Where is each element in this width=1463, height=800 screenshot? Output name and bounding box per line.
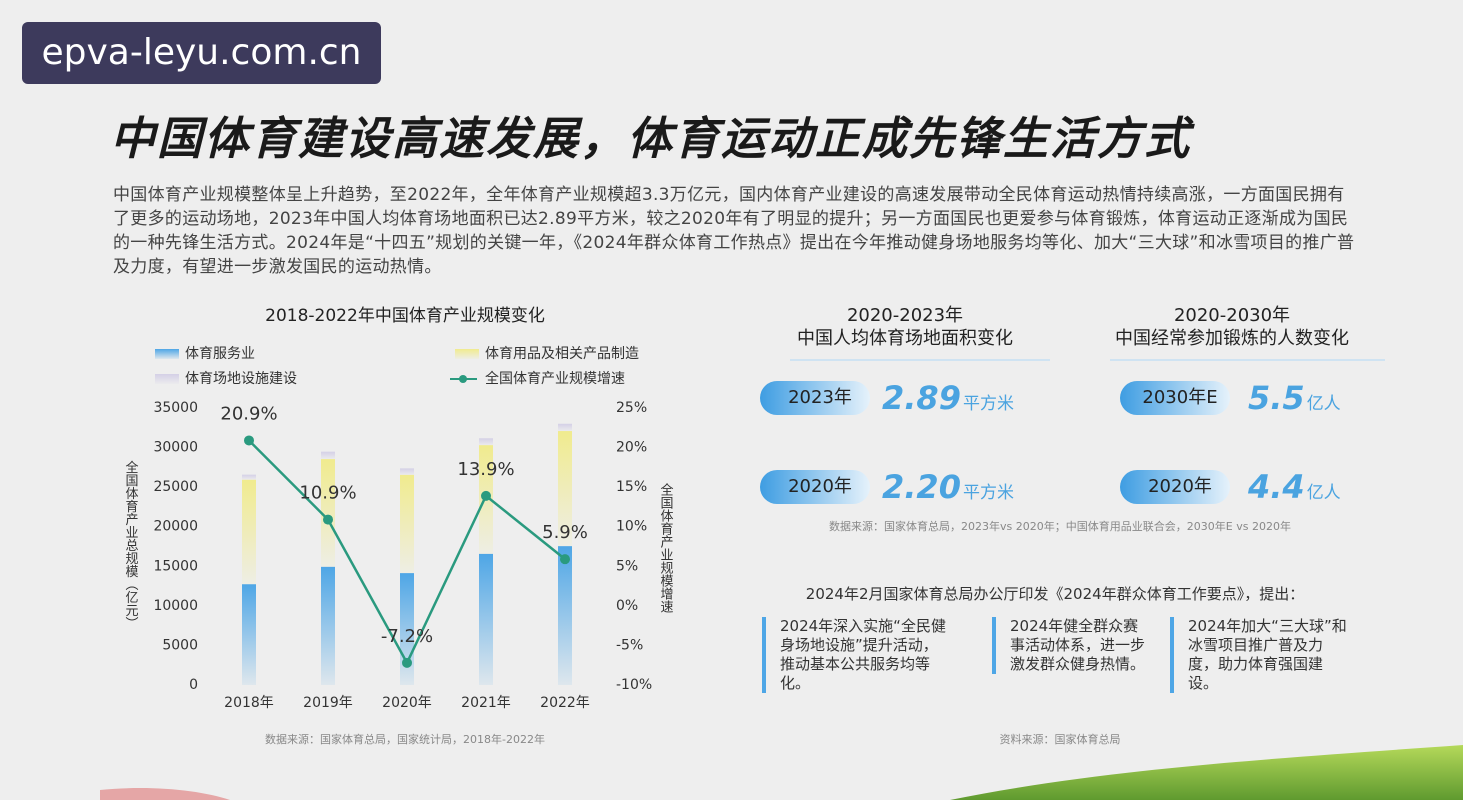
stats-label: 2020年 [788,476,852,497]
bar-segment [242,479,256,585]
stats-subtitle: 中国人均体育场地面积变化 [797,328,1013,349]
data-label: -7.2% [381,626,433,647]
stats-label: 2030年E [1142,387,1217,408]
bar-segment [242,474,256,480]
x-tick-label: 2020年 [382,695,432,711]
y-tick-label: 30000 [153,440,198,456]
corner-decoration [100,788,230,800]
y2-tick-label: -10% [616,677,652,693]
chart: 2018-2022年中国体育产业规模变化 数据来源：国家体育总局，国家统计局，2… [123,306,674,746]
legend-swatch [155,374,179,384]
stats-unit: 平方米 [963,394,1014,414]
bar-segment [558,423,572,432]
legend-swatch [455,349,479,359]
x-tick-label: 2018年 [224,695,274,711]
stats-value: 4.4 [1247,468,1305,506]
y2-tick-label: 10% [616,519,647,535]
stats-value: 2.89 [882,379,961,417]
y-axis-title: 全国体育产业总规模（亿元） [123,460,139,630]
stats-unit: 平方米 [963,483,1014,503]
legend-swatch [459,375,467,383]
legend-label: 体育用品及相关产品制造 [485,346,639,362]
bar-segment [400,468,414,475]
pill [1120,470,1230,504]
data-label: 20.9% [220,403,277,424]
stats-period: 2020-2030年 [1174,305,1290,326]
bar-segment [479,438,493,446]
y-tick-label: 10000 [153,598,198,614]
y2-tick-label: 25% [616,400,647,416]
stats-unit: 亿人 [1307,394,1341,414]
bar-segment [242,584,256,685]
y2-tick-label: 15% [616,479,647,495]
x-tick-label: 2021年 [461,695,511,711]
pill [760,381,870,415]
y-tick-label: 5000 [162,637,198,653]
legend-label: 全国体育产业规模增速 [485,370,625,387]
page-title: 中国体育建设高速发展，体育运动正成先锋生活方式 [110,112,1192,165]
line-point [244,435,254,446]
chart-title: 2018-2022年中国体育产业规模变化 [265,306,545,326]
pill [1120,381,1230,415]
y-tick-label: 15000 [153,558,198,574]
bar-segment [321,459,335,567]
stats-value: 5.5 [1248,379,1305,417]
intro-paragraph: 中国体育产业规模整体呈上升趋势，至2022年，全年体育产业规模超3.3万亿元，国… [113,185,1355,277]
policy-source: 资料来源：国家体育总局 [999,733,1121,746]
stats-label: 2023年 [788,387,852,408]
line-point [560,554,570,565]
data-label: 5.9% [542,522,588,543]
y-tick-label: 0 [189,677,198,693]
line-point [402,657,412,668]
line-point [323,514,333,525]
hill-decoration [950,745,1463,800]
y2-tick-label: 0% [616,598,638,614]
y2-tick-label: 5% [616,558,638,574]
stats-unit: 亿人 [1307,483,1341,503]
x-tick-label: 2019年 [303,695,353,711]
pill [760,470,870,504]
watermark: epva-leyu.com.cn [22,22,381,84]
policy-item: 2024年加大“三大球”和冰雪项目推广普及力度，助力体育强国建设。 [1170,617,1348,693]
stats-source: 数据来源：国家体育总局，2023年vs 2020年；中国体育用品业联合会，203… [829,520,1291,533]
chart-source: 数据来源：国家体育总局，国家统计局，2018年-2022年 [265,732,545,746]
data-label: 13.9% [457,459,514,480]
line-point [481,490,491,501]
stats-value: 2.20 [882,468,961,506]
stats-label: 2020年 [1148,476,1212,497]
bar-segment [558,431,572,547]
bar-segment [321,451,335,460]
bar-segment [558,546,572,685]
y-tick-label: 35000 [153,400,198,416]
y2-tick-label: -5% [616,637,643,653]
y-tick-label: 25000 [153,479,198,495]
bar-segment [321,566,335,685]
y-tick-label: 20000 [153,519,198,535]
y2-axis-title: 全国体育产业规模增速 [658,482,674,613]
stats-period: 2020-2023年 [847,305,963,326]
legend-label: 体育场地设施建设 [185,371,297,387]
y2-tick-label: 20% [616,440,647,456]
bar-segment [479,553,493,685]
legend-swatch [155,349,179,359]
policy-item: 2024年健全群众赛事活动体系，进一步激发群众健身热情。 [992,617,1145,674]
data-label: 10.9% [299,483,356,504]
legend-label: 体育服务业 [185,346,255,362]
stats-subtitle: 中国经常参加锻炼的人数变化 [1115,328,1349,349]
bar-segment [400,474,414,574]
policy-item: 2024年深入实施“全民健身场地设施”提升活动，推动基本公共服务均等化。 [762,617,948,693]
x-tick-label: 2022年 [540,695,590,711]
policy-intro: 2024年2月国家体育总局办公厅印发《2024年群众体育工作要点》，提出： [805,585,1305,603]
